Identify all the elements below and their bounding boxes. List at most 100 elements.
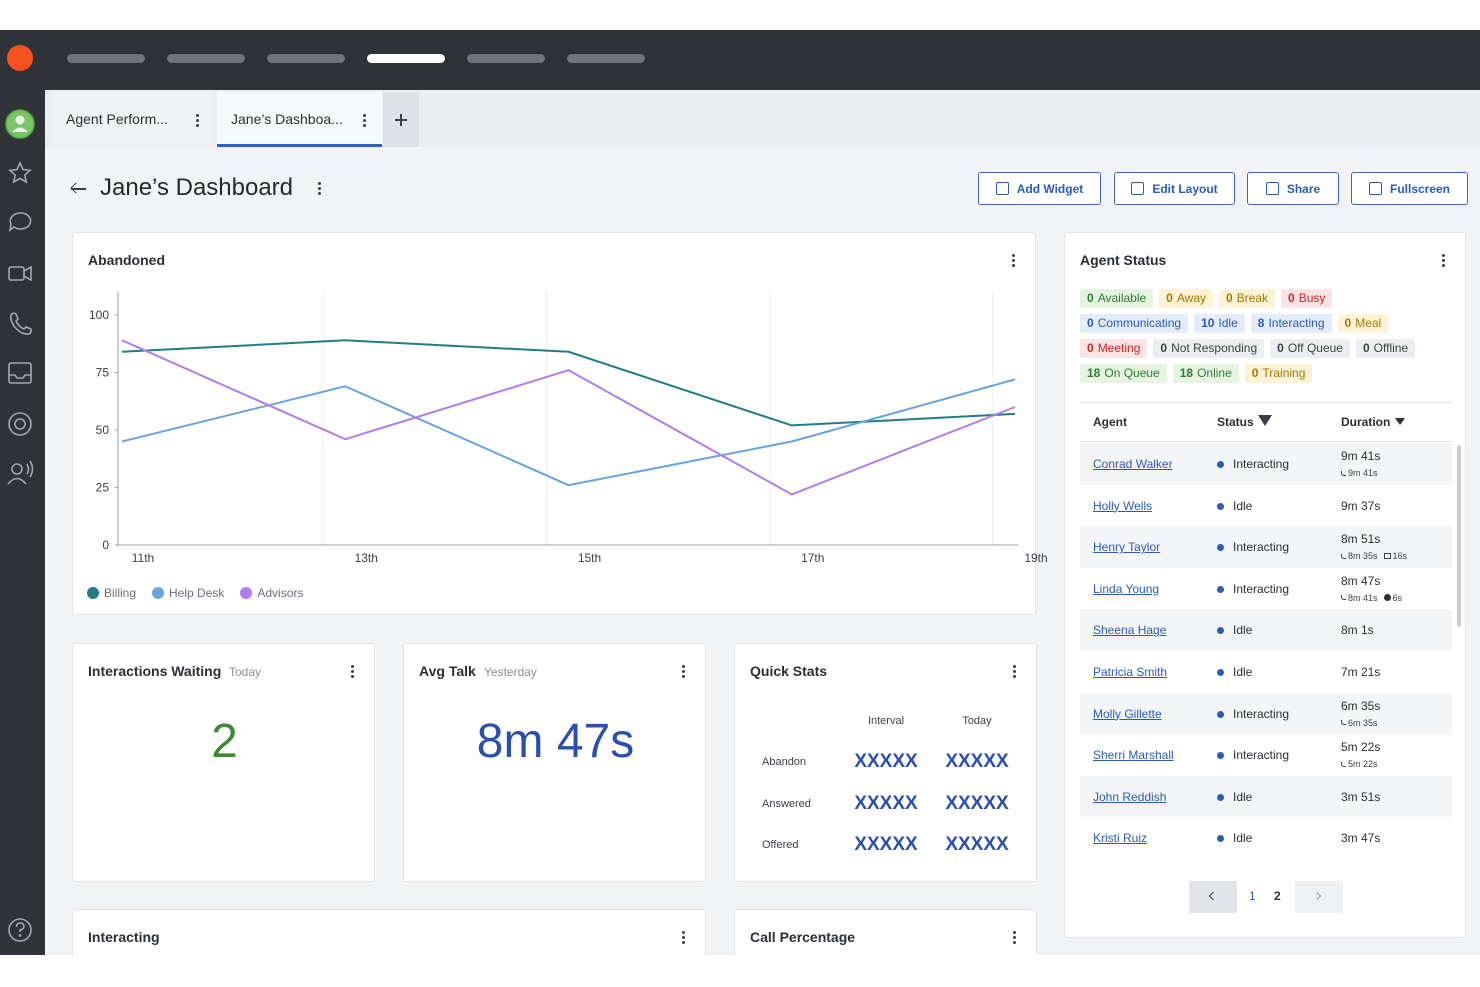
agent-link[interactable]: Patricia Smith bbox=[1093, 665, 1168, 679]
status-chip[interactable]: 0 Busy bbox=[1281, 289, 1333, 308]
nav-pill[interactable] bbox=[167, 54, 245, 63]
table-row: Molly Gillette Interacting 6m 35s 6m 35s bbox=[1080, 692, 1452, 735]
kebab-dot bbox=[362, 119, 366, 122]
nav-pill[interactable] bbox=[67, 54, 145, 63]
tab-label: Jane’s Dashboa... bbox=[231, 111, 343, 127]
header-button[interactable]: Add Widget bbox=[978, 172, 1101, 205]
table-header[interactable]: Status bbox=[1217, 415, 1254, 429]
status-chip[interactable]: 8 Interacting bbox=[1250, 314, 1332, 333]
detail-acw: 6s bbox=[1383, 593, 1402, 603]
chip-count: 18 bbox=[1179, 366, 1194, 380]
header-button[interactable]: Edit Layout bbox=[1114, 172, 1235, 205]
chat-icon[interactable] bbox=[8, 212, 32, 232]
header-button[interactable]: Share bbox=[1247, 172, 1339, 205]
avatar-icon[interactable] bbox=[5, 109, 35, 139]
status-chip[interactable]: 0 Meal bbox=[1337, 314, 1389, 333]
inbox-icon[interactable] bbox=[8, 362, 32, 384]
kebab-menu[interactable] bbox=[1010, 928, 1018, 946]
page-number[interactable]: 2 bbox=[1274, 889, 1281, 903]
status-chip[interactable]: 0 Break bbox=[1219, 289, 1276, 308]
legend: Billing Help Desk Advisors bbox=[87, 586, 303, 600]
page-number[interactable]: 1 bbox=[1249, 889, 1256, 903]
status-chip[interactable]: 0 Away bbox=[1159, 289, 1213, 308]
status-chip[interactable]: 0 Not Responding bbox=[1153, 339, 1265, 358]
legend-label: Billing bbox=[104, 586, 137, 600]
kebab-menu[interactable] bbox=[360, 111, 368, 129]
chip-label: Meal bbox=[1355, 316, 1382, 330]
kebab-menu[interactable] bbox=[315, 179, 323, 197]
prev-page[interactable] bbox=[1189, 881, 1237, 913]
back-head bbox=[70, 181, 82, 194]
kebab-menu[interactable] bbox=[1009, 251, 1017, 269]
nav-pill[interactable] bbox=[567, 54, 645, 63]
status-chip[interactable]: 0 Offline bbox=[1355, 339, 1416, 358]
status-chip[interactable]: 0 Off Queue bbox=[1270, 339, 1350, 358]
legend-item[interactable]: Advisors bbox=[240, 586, 303, 600]
kebab-dot bbox=[681, 675, 685, 678]
video-icon[interactable] bbox=[8, 265, 32, 282]
kebab-menu[interactable] bbox=[1439, 251, 1447, 269]
legend-item[interactable]: Help Desk bbox=[152, 586, 224, 600]
nav-pill[interactable] bbox=[467, 54, 545, 63]
phone-icon[interactable] bbox=[10, 312, 33, 335]
kebab-dot bbox=[681, 936, 685, 939]
back-button[interactable] bbox=[68, 178, 90, 198]
agent-link[interactable]: Holly Wells bbox=[1093, 498, 1153, 513]
nav-pill[interactable] bbox=[267, 54, 345, 63]
agent-link[interactable]: Conrad Walker bbox=[1093, 457, 1173, 471]
table-header[interactable]: Duration bbox=[1341, 415, 1391, 429]
nav-pill[interactable] bbox=[367, 54, 445, 63]
button-label: Share bbox=[1286, 181, 1321, 196]
legend-item[interactable]: Billing bbox=[87, 586, 136, 600]
agent-link[interactable]: Henry Taylor bbox=[1093, 540, 1161, 555]
status-dot bbox=[1217, 793, 1224, 801]
chevron bbox=[1312, 891, 1322, 901]
chip-count: 0 bbox=[1362, 341, 1370, 355]
people-icon[interactable] bbox=[7, 460, 34, 485]
detail-talk: 8m 35s bbox=[1341, 551, 1378, 561]
tab[interactable]: Agent Perform... bbox=[52, 92, 212, 147]
card-title: Abandoned bbox=[88, 252, 165, 268]
favorites-icon[interactable] bbox=[8, 161, 32, 184]
agent-link[interactable]: Kristi Ruiz bbox=[1093, 831, 1148, 846]
kebab-menu[interactable] bbox=[1010, 662, 1018, 680]
status-chip[interactable]: 0 Available bbox=[1080, 289, 1154, 308]
status-chip[interactable]: 18 Online bbox=[1172, 364, 1239, 383]
detail-value: 6m 35s bbox=[1348, 717, 1378, 728]
filter-icon[interactable] bbox=[1258, 415, 1272, 426]
chip-label: Offline bbox=[1373, 341, 1409, 355]
sort-icon[interactable] bbox=[1395, 418, 1405, 425]
status-chip[interactable]: 10 Idle bbox=[1194, 314, 1245, 333]
kebab-menu[interactable] bbox=[193, 111, 201, 129]
status-chip[interactable]: 18 On Queue bbox=[1080, 364, 1167, 383]
kebab-menu[interactable] bbox=[679, 662, 687, 680]
chip-label: Training bbox=[1262, 366, 1306, 380]
agent-link[interactable]: Sherri Marshall bbox=[1093, 748, 1174, 763]
status-dot bbox=[1217, 627, 1224, 635]
detail-value: 8m 35s bbox=[1348, 551, 1378, 562]
status-chip[interactable]: 0 Training bbox=[1244, 364, 1313, 383]
status-dot bbox=[1217, 752, 1224, 760]
button-label: Add Widget bbox=[1016, 181, 1084, 196]
agent-link[interactable]: Sheena Hage bbox=[1093, 623, 1167, 638]
status-chip[interactable]: 0 Meeting bbox=[1080, 339, 1148, 358]
support-icon[interactable] bbox=[8, 412, 32, 436]
duration: 8m 1s bbox=[1341, 623, 1374, 638]
kebab-menu[interactable] bbox=[348, 662, 356, 680]
metric-value: 2 bbox=[211, 715, 238, 768]
add-tab-button[interactable] bbox=[383, 92, 419, 147]
kebab-menu[interactable] bbox=[679, 928, 687, 946]
agent-link[interactable]: Molly Gillette bbox=[1093, 706, 1162, 721]
kebab-dot bbox=[681, 941, 685, 944]
stat-cell: XXXXX bbox=[945, 751, 1009, 772]
agent-link[interactable]: Linda Young bbox=[1093, 581, 1160, 596]
header-button[interactable]: Fullscreen bbox=[1351, 172, 1468, 205]
next-page[interactable] bbox=[1295, 881, 1343, 913]
status-dot bbox=[1217, 669, 1224, 676]
agent-link[interactable]: John Reddish bbox=[1093, 789, 1167, 804]
chip-row: 0 Meeting 0 Not Responding 0 Off Queue 0 Offlin… bbox=[1080, 339, 1421, 358]
tab[interactable]: Jane’s Dashboa... bbox=[217, 92, 382, 147]
logo[interactable] bbox=[7, 45, 33, 71]
status-chip[interactable]: 0 Communicating bbox=[1080, 314, 1189, 333]
help-icon[interactable] bbox=[8, 918, 32, 942]
